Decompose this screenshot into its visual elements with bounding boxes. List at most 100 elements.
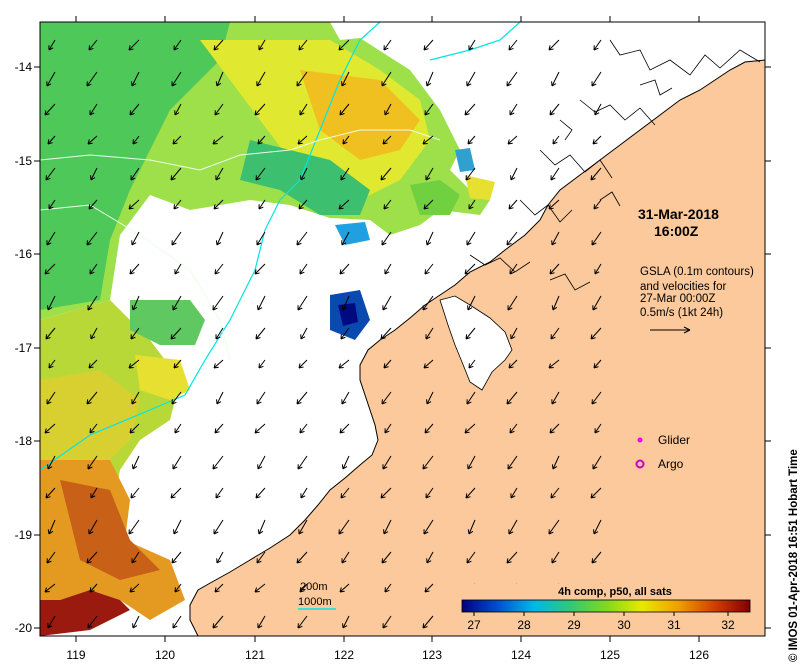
map-time: 16:00Z bbox=[654, 223, 699, 239]
velocity-arrow bbox=[383, 39, 392, 51]
lon-tick-label: 125 bbox=[600, 648, 620, 662]
velocity-arrow bbox=[258, 359, 266, 369]
glider-label: Glider bbox=[658, 433, 690, 447]
velocity-arrow bbox=[466, 231, 476, 246]
velocity-arrow bbox=[341, 551, 350, 564]
velocity-arrow bbox=[340, 167, 350, 181]
velocity-arrow bbox=[384, 583, 392, 593]
velocity-arrow bbox=[87, 295, 98, 311]
velocity-arrow bbox=[422, 295, 434, 311]
velocity-arrow bbox=[47, 295, 56, 311]
velocity-arrow bbox=[44, 423, 56, 434]
velocity-arrow bbox=[46, 231, 56, 246]
velocity-arrow bbox=[423, 519, 434, 535]
argo-legend: Argo bbox=[635, 457, 684, 471]
velocity-arrow bbox=[549, 103, 560, 116]
velocity-arrow bbox=[465, 327, 476, 340]
velocity-arrow bbox=[174, 263, 182, 275]
velocity-arrow bbox=[298, 199, 308, 210]
velocity-arrow bbox=[338, 39, 350, 51]
velocity-arrow bbox=[551, 391, 560, 405]
velocity-arrow bbox=[425, 167, 434, 181]
imos-credit: © IMOS 01-Apr-2018 16:51 Hobart Time bbox=[788, 449, 800, 662]
velocity-arrow bbox=[383, 519, 392, 535]
glider-marker bbox=[637, 437, 643, 443]
velocity-arrow bbox=[215, 231, 224, 246]
velocity-arrow bbox=[384, 423, 392, 434]
velocity-arrow bbox=[507, 135, 518, 145]
velocity-arrow bbox=[173, 359, 182, 369]
velocity-arrow bbox=[590, 167, 602, 181]
velocity-arrow bbox=[255, 487, 266, 499]
velocity-arrow bbox=[174, 103, 182, 116]
velocity-arrow bbox=[380, 167, 392, 181]
velocity-arrow bbox=[590, 327, 602, 340]
colorbar-tick-label: 28 bbox=[517, 618, 531, 632]
velocity-arrow bbox=[171, 231, 182, 246]
velocity-arrow bbox=[380, 487, 392, 499]
velocity-arrow bbox=[382, 455, 392, 470]
velocity-arrow bbox=[170, 487, 182, 499]
velocity-arrow bbox=[550, 327, 560, 340]
velocity-arrow bbox=[131, 391, 140, 405]
velocity-arrow bbox=[215, 71, 224, 87]
velocity-arrow bbox=[86, 551, 98, 564]
velocity-arrow bbox=[88, 199, 98, 210]
velocity-arrow bbox=[508, 39, 518, 51]
velocity-arrow bbox=[467, 135, 476, 145]
velocity-arrow bbox=[48, 199, 56, 210]
velocity-arrow bbox=[129, 263, 140, 275]
velocity-arrow bbox=[551, 71, 560, 87]
velocity-arrow bbox=[255, 327, 266, 340]
velocity-arrow bbox=[592, 135, 602, 145]
scale-arrow bbox=[650, 326, 691, 334]
velocity-arrow bbox=[339, 583, 350, 593]
velocity-arrow bbox=[551, 231, 560, 246]
velocity-arrow bbox=[296, 231, 308, 246]
velocity-arrow bbox=[45, 327, 56, 340]
lat-tick-label: -14 bbox=[15, 60, 33, 74]
velocity-arrow bbox=[170, 327, 182, 340]
lon-tick-label: 123 bbox=[422, 648, 442, 662]
velocity-arrow bbox=[254, 263, 266, 275]
velocity-arrow bbox=[298, 519, 308, 535]
velocity-arrow bbox=[216, 551, 224, 564]
velocity-arrow bbox=[510, 487, 518, 499]
velocity-arrow bbox=[256, 391, 266, 405]
velocity-arrow bbox=[257, 615, 266, 629]
velocity-arrow bbox=[464, 423, 476, 434]
velocity-arrow bbox=[591, 391, 602, 405]
velocity-arrow bbox=[381, 71, 392, 87]
velocity-arrow bbox=[46, 71, 56, 87]
velocity-arrow bbox=[384, 103, 392, 116]
velocity-arrow bbox=[300, 487, 308, 499]
velocity-arrow bbox=[131, 231, 140, 246]
velocity-arrow bbox=[508, 519, 518, 535]
velocity-arrow bbox=[425, 71, 434, 87]
velocity-arrow bbox=[426, 551, 434, 564]
velocity-arrow bbox=[212, 455, 224, 470]
lon-tick-label: 119 bbox=[66, 648, 85, 662]
velocity-arrow bbox=[593, 519, 602, 535]
lon-tick-label: 120 bbox=[155, 648, 175, 662]
velocity-arrow bbox=[128, 39, 140, 51]
lon-tick-label: 122 bbox=[334, 648, 354, 662]
colorbar-title: 4h comp, p50, all sats bbox=[558, 586, 672, 598]
velocity-arrow bbox=[383, 199, 392, 210]
velocity-arrow bbox=[339, 263, 350, 275]
velocity-arrow bbox=[341, 295, 350, 311]
velocity-arrow bbox=[128, 359, 140, 369]
velocity-arrow bbox=[214, 423, 224, 434]
velocity-arrow bbox=[339, 103, 350, 116]
velocity-arrow bbox=[549, 423, 560, 434]
velocity-arrow bbox=[215, 327, 224, 340]
velocity-arrow bbox=[381, 231, 392, 246]
velocity-arrow bbox=[467, 519, 476, 535]
velocity-arrow bbox=[88, 39, 98, 51]
velocity-arrow bbox=[506, 71, 518, 87]
velocity-arrow bbox=[341, 71, 350, 87]
velocity-arrow bbox=[258, 199, 266, 210]
velocity-arrow bbox=[172, 615, 182, 629]
velocity-arrow bbox=[550, 167, 560, 181]
velocity-arrow bbox=[382, 135, 392, 145]
